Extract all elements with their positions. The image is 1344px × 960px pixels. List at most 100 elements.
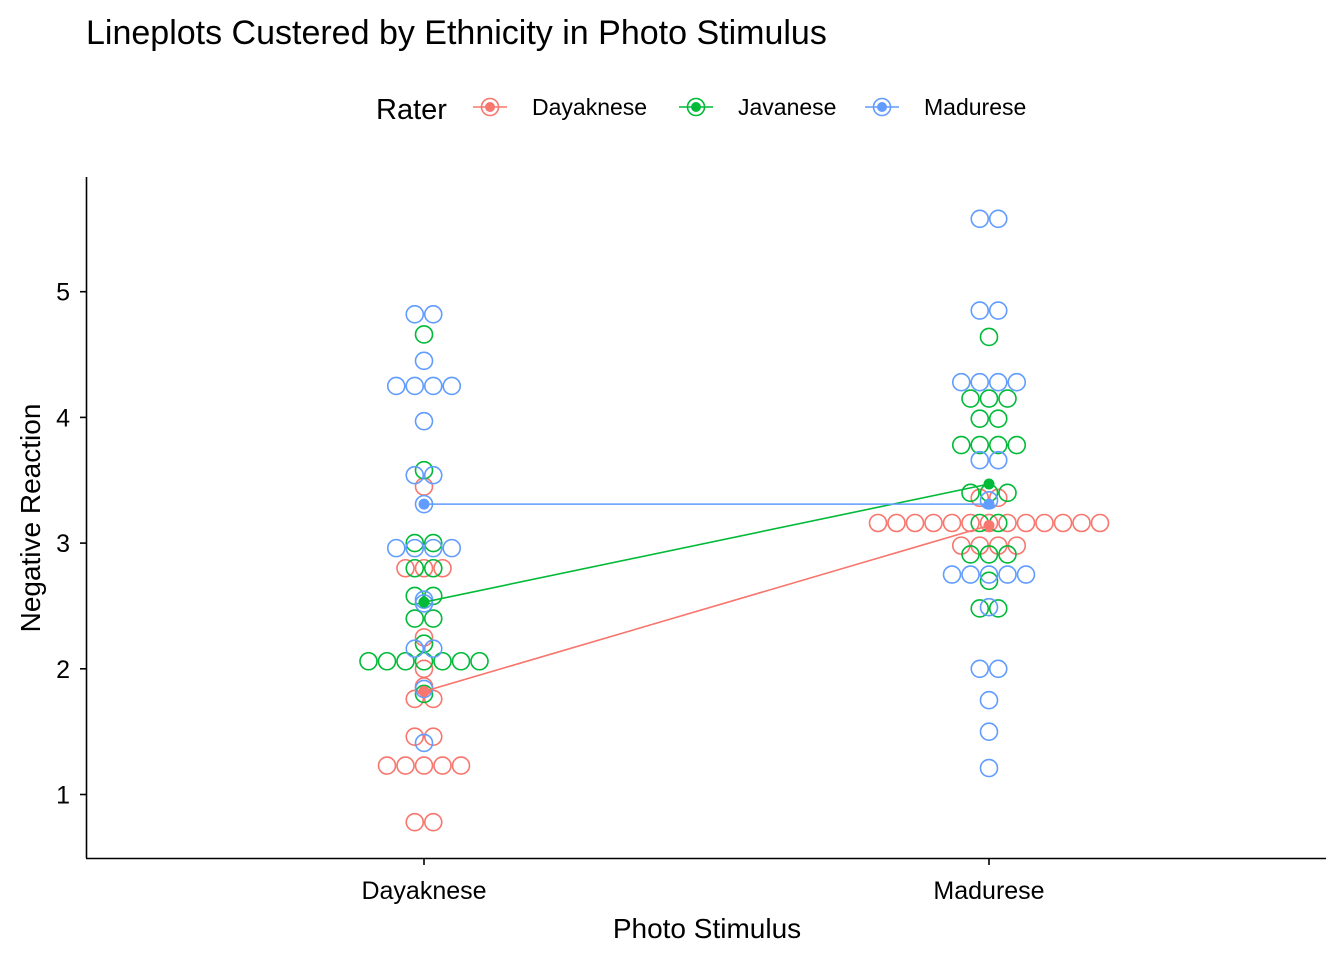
dot-dayaknese [1007,536,1027,555]
dot-madurese [970,450,990,470]
legend-key-ring [686,97,706,117]
legend-key-dot [485,102,495,112]
dot-dayaknese [887,513,906,533]
dot-javanese [998,389,1017,408]
legend-key-dot [877,102,887,112]
dot-javanese [405,533,425,553]
dot-madurese [970,659,990,679]
dot-dayaknese [905,513,925,533]
dot-javanese [961,483,980,503]
dot-dayaknese [414,659,434,679]
dot-javanese [979,389,999,408]
y-axis-title: Negative Reaction [15,404,46,633]
dot-dayaknese [988,488,1008,508]
dot-javanese [970,435,990,455]
mean-point-madurese [418,498,430,510]
dot-dayaknese [377,756,397,775]
mean-line-dayaknese [423,524,990,693]
dot-javanese [405,609,425,628]
dot-dayaknese [979,513,999,533]
dot-javanese [998,545,1017,564]
legend-label-madurese: Madurese [924,94,1026,120]
dot-javanese [423,533,443,553]
dot-madurese [979,690,999,710]
dot-madurese [423,376,443,396]
dot-madurese [423,639,443,658]
mean-point-javanese [418,596,430,608]
dot-javanese [961,545,980,564]
y-tick-label: 4 [56,404,70,432]
dot-dayaknese [423,727,443,746]
dot-madurese [951,372,971,392]
mean-point-dayaknese [983,520,995,532]
dot-dayaknese [414,756,434,775]
mean-line-javanese [423,483,990,603]
dot-dayaknese [405,812,425,832]
dot-dayaknese [396,756,415,775]
chart-title: Lineplots Custered by Ethnicity in Photo… [86,14,827,52]
y-tick-label: 3 [56,530,70,558]
dot-dayaknese [1090,513,1110,533]
dot-dayaknese [988,536,1008,555]
dot-javanese [396,651,415,671]
dot-javanese [998,483,1017,503]
dot-madurese [405,465,425,485]
dot-madurese [979,722,999,741]
dot-madurese [423,538,443,558]
dot-madurese [405,538,425,558]
dot-madurese [405,376,425,396]
dot-dayaknese [451,756,471,775]
x-tick-label: Madurese [933,877,1044,905]
dot-dayaknese [970,536,990,555]
dot-dayaknese [1072,513,1091,533]
dot-javanese [451,651,471,671]
dot-dayaknese [868,513,888,533]
dot-madurese [970,301,990,320]
dot-madurese [442,376,462,396]
dot-madurese [979,758,999,778]
legend-key-ring [872,97,892,117]
dot-dayaknese [423,689,443,709]
legend-label-javanese: Javanese [738,94,836,120]
dot-dayaknese [414,628,434,647]
dot-madurese [1016,565,1036,584]
dot-javanese [970,409,990,428]
dot-madurese [414,411,434,431]
dot-javanese [979,571,999,591]
dot-dayaknese [942,513,962,533]
dot-javanese [988,599,1008,618]
dot-dayaknese [433,558,452,578]
dot-dayaknese [414,558,434,578]
dot-madurese [414,351,434,371]
dot-javanese [359,651,378,671]
dot-javanese [414,684,434,704]
dot-madurese [442,538,462,558]
dot-madurese [988,301,1008,320]
dot-madurese [970,209,990,229]
dot-javanese [433,651,452,671]
dot-dayaknese [433,756,452,775]
dot-javanese [979,545,999,564]
mean-point-dayaknese [418,685,430,697]
dot-javanese [988,435,1008,455]
dot-madurese [979,565,999,584]
dot-javanese [470,651,489,671]
dot-madurese [423,465,443,485]
mean-point-javanese [983,478,995,490]
x-axis-title: Photo Stimulus [613,913,801,944]
legend-title: Rater [376,94,447,126]
y-tick-label: 2 [56,656,70,684]
dot-madurese [988,209,1008,229]
dot-madurese [998,565,1017,584]
dot-javanese [970,599,990,618]
dot-javanese [414,325,434,344]
dot-javanese [951,435,971,455]
dot-javanese [988,409,1008,428]
dot-madurese [942,565,962,584]
dot-dayaknese [1053,513,1073,533]
dot-madurese [405,305,425,324]
dot-javanese [979,327,999,347]
dot-madurese [1007,372,1027,392]
dot-dayaknese [1016,513,1036,533]
dot-dayaknese [414,477,434,496]
